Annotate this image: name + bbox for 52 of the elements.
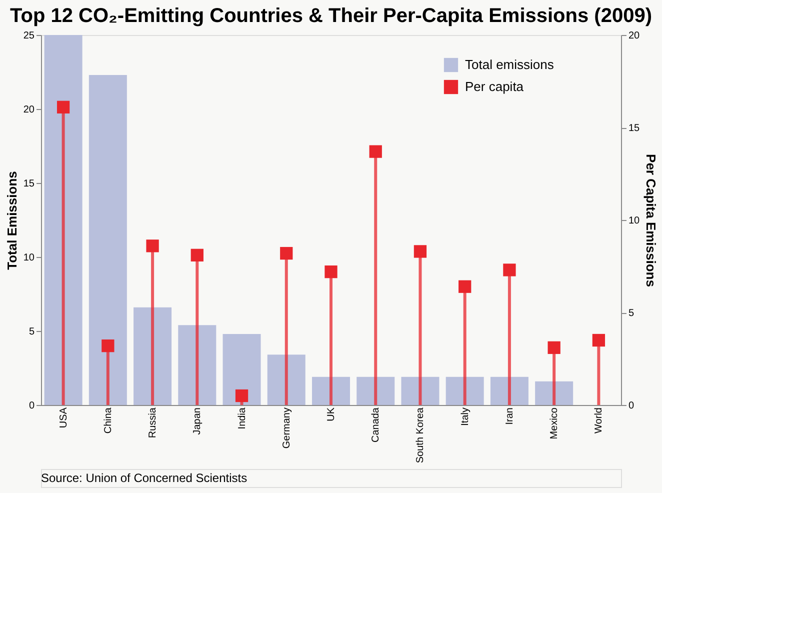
bar [446, 376, 484, 405]
bar [222, 334, 261, 405]
y2-tick-label: 15 [628, 123, 640, 134]
bar [356, 376, 395, 405]
x-tick-label: World [594, 408, 605, 434]
bar [44, 35, 82, 405]
y-tick-label: 20 [23, 104, 35, 116]
y2-axis-title: Per Capita Emissions [644, 154, 659, 287]
y2-tick-label: 0 [628, 400, 634, 412]
y2-tick-label: 20 [628, 30, 640, 42]
chart-title: Top 12 CO₂-Emitting Countries & Their Per-Capita Emissions (2009) [10, 5, 652, 27]
y-axis-title: Total Emissions [4, 171, 20, 270]
point [146, 240, 159, 252]
y-tick-label: 0 [28, 400, 35, 412]
x-tick-label: Iran [504, 408, 516, 425]
bar [401, 376, 440, 405]
bar [88, 74, 127, 405]
x-tick-label: Mexico [549, 407, 560, 440]
x-tick-label: Russia [148, 407, 159, 438]
source-note: Source: Union of Concerned Scientists [41, 471, 248, 485]
y2-tick-label: 5 [628, 308, 634, 319]
x-tick-label: South Korea [415, 407, 426, 464]
y2-tick-label: 10 [628, 216, 640, 226]
x-tick-label: UK [326, 407, 337, 422]
point [503, 264, 516, 276]
point [56, 100, 70, 114]
point [369, 145, 382, 158]
x-tick-label: Japan [192, 408, 204, 435]
y-tick-label: 10 [23, 252, 35, 264]
bar [535, 381, 574, 405]
x-tick-label: China [102, 407, 114, 434]
point [324, 265, 338, 278]
x-tick-label: Italy [460, 408, 471, 426]
point [458, 280, 472, 293]
point [414, 245, 427, 258]
point [235, 389, 248, 402]
y-tick-label: 15 [23, 178, 35, 190]
point [102, 339, 114, 352]
point [280, 246, 293, 260]
point [548, 341, 560, 354]
y-tick-label: 25 [23, 30, 35, 42]
bar [267, 354, 306, 405]
x-tick-label: India [236, 407, 248, 430]
legend-label: Per capita [465, 79, 524, 94]
x-tick-label: Canada [370, 407, 382, 443]
bar [178, 325, 216, 405]
y-tick-label: 5 [28, 326, 35, 338]
legend-label: Total emissions [465, 57, 554, 72]
x-tick-label: Germany [281, 408, 292, 449]
point [592, 334, 606, 347]
point [190, 248, 204, 262]
x-tick-label: USA [58, 407, 70, 428]
